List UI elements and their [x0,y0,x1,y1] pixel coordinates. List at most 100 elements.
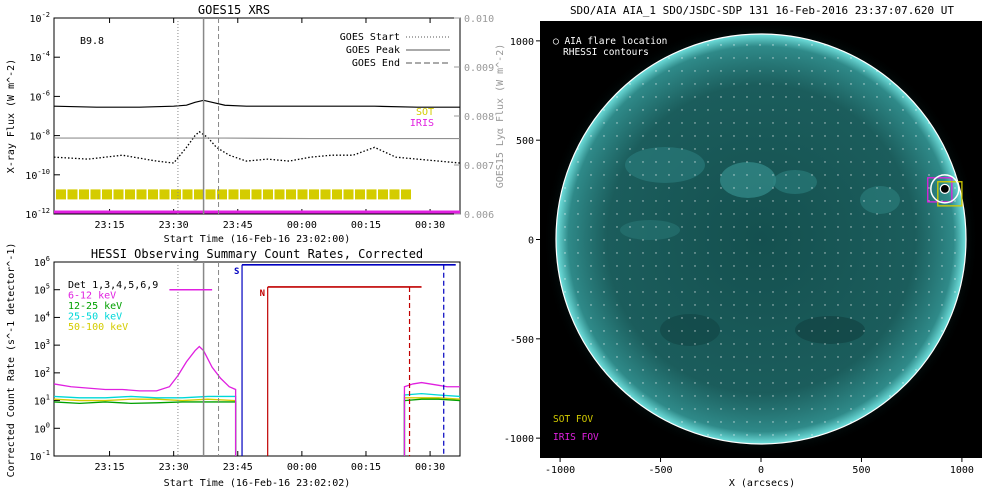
goes-y-tick-label: 10-6 [30,89,50,103]
goes-x-tick-label: 23:30 [159,220,189,231]
hessi-legend-label: Det 1,3,4,5,6,9 [68,280,158,291]
sot-coverage-block [194,189,204,200]
goes-class-label: B9.8 [80,36,104,47]
hessi-bar-label: S [234,267,239,277]
hessi-legend-label: 50-100 keV [68,322,128,333]
hessi-series-50-100-keV [53,398,237,456]
sot-coverage-block [366,189,377,200]
sot-coverage-block [136,189,147,200]
hessi-series-25-50-keV [53,395,237,456]
goes-x-tick-label: 00:30 [415,220,445,231]
sot-coverage-block [332,189,342,200]
hessi-series-12-25-keV [53,401,237,456]
aia-legend-bottom: SOT FOV [553,414,593,425]
goes-ylabel-right: GOES15 Lyα Flux (W m^-2) [495,44,506,189]
goes-y-tick-label: 10-4 [30,50,50,64]
hessi-title: HESSI Observing Summary Count Rates, Cor… [91,247,423,261]
hessi-legend-label: 25-50 keV [68,312,122,323]
sot-coverage-block [90,189,101,200]
sot-coverage-block [217,189,227,200]
aia-y-tick-label: 1000 [510,37,534,48]
hessi-series-25-50-keV [403,392,461,456]
aia-flare-location-circle [930,174,960,204]
hessi-y-tick-label: 104 [34,310,50,324]
sot-coverage-block [378,189,388,200]
hessi-series-50-100-keV [403,397,461,456]
sot-coverage-block [320,189,331,200]
sot-coverage-block [56,189,66,200]
hessi-legend-label: 12-25 keV [68,301,122,312]
hessi-x-tick-label: 00:30 [415,462,445,473]
goes-title: GOES15 XRS [198,3,270,17]
goes-y-tick-label: 10-10 [25,168,50,182]
disk-features [556,34,966,444]
aia-x-tick-label: 0 [758,465,764,476]
hessi-x-tick-label: 23:45 [223,462,253,473]
sot-coverage-block [148,189,158,200]
sot-coverage-block [79,189,89,200]
hessi-xlabel: Start Time (16-Feb-16 23:02:02) [164,478,351,489]
aia-y-tick-label: 0 [528,236,534,247]
sot-coverage-block [251,189,262,200]
goes-xlabel: Start Time (16-Feb-16 23:02:00) [164,234,351,245]
hessi-y-tick-label: 105 [34,283,50,297]
aia-y-tick-label: -1000 [504,434,534,445]
sot-fov-box [937,181,963,207]
hessi-x-tick-label: 23:30 [159,462,189,473]
sot-coverage-block [182,189,193,200]
hessi-panel: HESSI Observing Summary Count Rates, Cor… [6,243,461,489]
goes-y-right-tick-label: 0.009 [464,63,494,74]
aia-panel: SDO/AIA AIA_1 SDO/JSDC-SDP 131 16-Feb-20… [504,4,982,489]
hessi-plot-frame [53,261,461,457]
hessi-y-tick-label: 106 [34,255,50,269]
goes-instrument-label: IRIS [410,118,434,129]
goes-ylabel: X-ray Flux (W m^-2) [6,59,17,173]
aia-x-tick-label: 1000 [950,465,974,476]
goes-instrument-label: SOT [416,107,434,118]
goes-series-0 [53,99,460,108]
sot-coverage-block [286,189,296,200]
goes-legend-label: GOES Peak [346,45,400,56]
goes-y-right-tick-label: 0.007 [464,161,494,172]
hessi-x-tick-label: 23:15 [95,462,125,473]
sot-coverage-block [113,189,124,200]
sot-coverage-block [389,189,400,200]
hessi-x-tick-label: 00:00 [287,462,317,473]
hessi-legend-label: 6-12 keV [68,291,116,302]
sot-coverage-block [102,189,112,200]
sot-coverage-block [228,189,239,200]
hessi-y-tick-label: 10-1 [30,449,50,463]
sot-coverage-block [159,189,170,200]
hessi-y-tick-label: 101 [34,394,50,408]
sot-coverage-block [297,189,308,200]
sot-coverage-block [263,189,273,200]
goes-legend-label: GOES End [352,58,400,69]
sot-coverage-block [355,189,365,200]
hessi-series-6-12-keV [403,381,460,456]
goes-y-right-tick-label: 0.010 [464,14,494,25]
goes-y-right-tick-label: 0.008 [464,112,494,123]
hessi-y-tick-label: 100 [34,421,50,435]
hessi-bar-label: N [260,289,265,299]
sot-coverage-block [125,189,135,200]
aia-legend-top: RHESSI contours [563,47,649,58]
goes-xrs-panel: GOES15 XRS 23:15 23:30 23:45 00:00 00:15 00:3… [6,3,506,245]
sot-coverage-block [205,189,216,200]
hessi-series-12-25-keV [403,398,461,456]
sot-coverage-block [343,189,354,200]
aia-y-tick-label: -500 [510,335,534,346]
sot-coverage-block [240,189,250,200]
hessi-x-tick-label: 00:15 [351,462,381,473]
aia-x-tick-label: 500 [852,465,870,476]
aia-legend-top: ◯ AIA flare location [553,36,667,47]
sot-coverage-block [274,189,285,200]
aia-legend-bottom: IRIS FOV [553,432,599,443]
hessi-y-tick-label: 102 [34,366,50,380]
goes-x-tick-label: 23:15 [95,220,125,231]
aia-xlabel: X (arcsecs) [729,478,795,489]
hessi-series-6-12-keV [53,345,237,456]
sot-coverage-block [67,189,78,200]
